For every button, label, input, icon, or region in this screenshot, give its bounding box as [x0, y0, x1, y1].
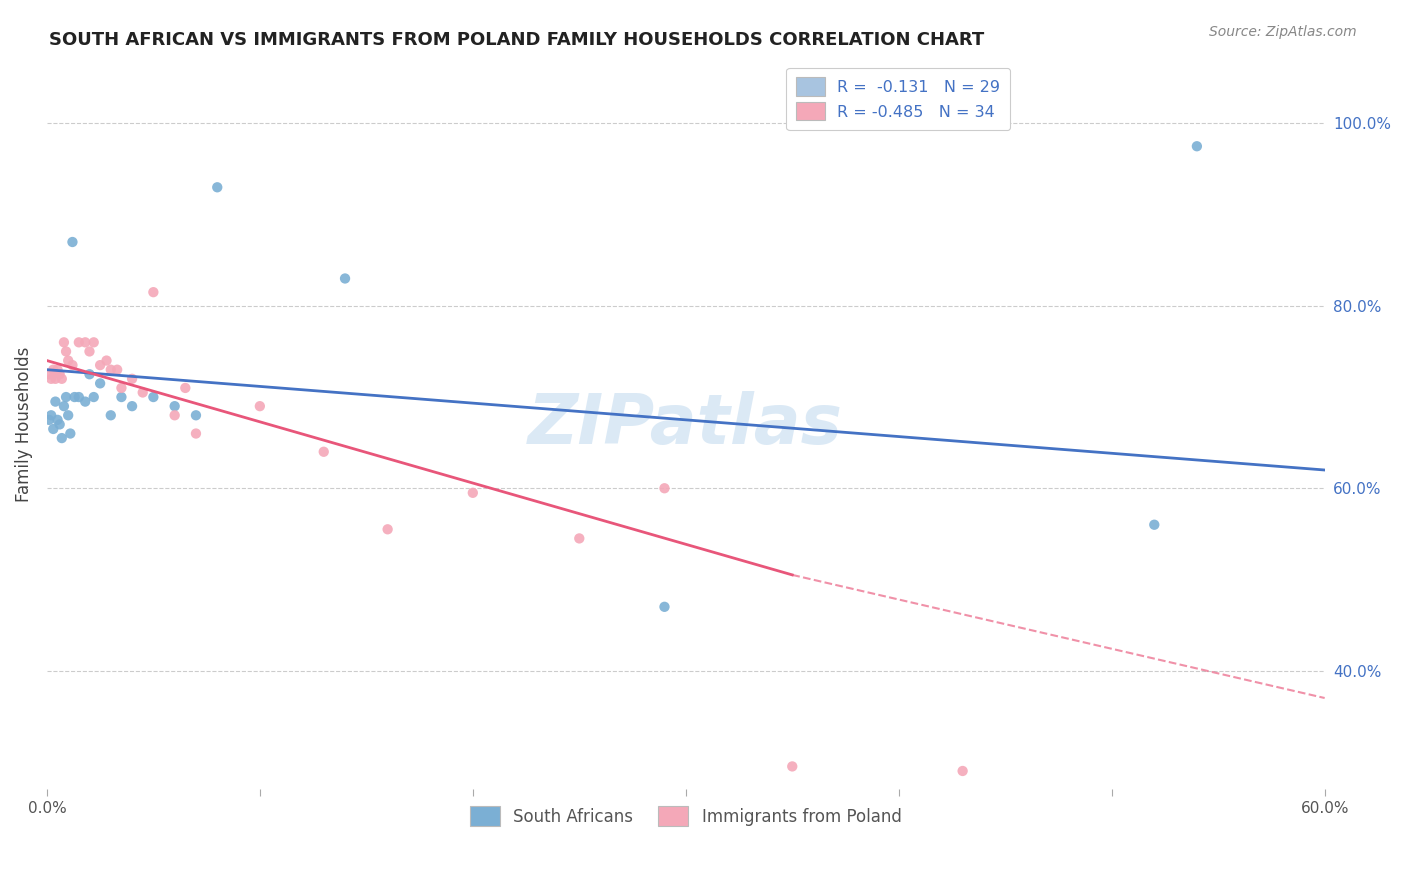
Point [51, 431, 73, 445]
Legend: South Africans, Immigrants from Poland: South Africans, Immigrants from Poland [460, 797, 911, 836]
Point [110, 381, 132, 395]
Point [46, 413, 69, 427]
Text: ZIPatlas: ZIPatlas [529, 391, 844, 458]
Point [654, 481, 676, 495]
Point [142, 390, 165, 404]
Point [38, 368, 60, 382]
Point [207, 180, 229, 194]
Point [121, 372, 143, 386]
Point [96, 353, 118, 368]
Point [62, 235, 84, 249]
Point [105, 362, 128, 376]
Point [52, 399, 75, 413]
Point [163, 399, 186, 413]
Text: SOUTH AFRICAN VS IMMIGRANTS FROM POLAND FAMILY HOUSEHOLDS CORRELATION CHART: SOUTH AFRICAN VS IMMIGRANTS FROM POLAND … [49, 31, 984, 49]
Point [110, 390, 132, 404]
Point [51, 372, 73, 386]
Y-axis label: Family Households: Family Households [15, 347, 32, 502]
Point [312, 444, 335, 458]
Point [132, 385, 155, 400]
Point [249, 399, 271, 413]
Point [83, 390, 105, 404]
Point [100, 409, 122, 423]
Point [67, 390, 90, 404]
Point [121, 399, 143, 413]
Point [184, 426, 207, 441]
Point [461, 485, 484, 500]
Point [55, 344, 77, 359]
Text: Source: ZipAtlas.com: Source: ZipAtlas.com [1209, 25, 1357, 39]
Point [780, 759, 803, 773]
Point [89, 358, 111, 372]
Point [184, 409, 207, 423]
Point [163, 409, 186, 423]
Point [52, 335, 75, 350]
Point [142, 285, 165, 300]
Point [83, 335, 105, 350]
Point [55, 390, 77, 404]
Point [333, 271, 356, 285]
Point [56, 409, 79, 423]
Point [39, 372, 62, 386]
Point [377, 522, 399, 536]
Point [568, 532, 591, 546]
Point [39, 409, 62, 423]
Point [56, 353, 79, 368]
Point [75, 394, 97, 409]
Point [79, 368, 101, 382]
Point [1143, 517, 1166, 532]
Point [48, 417, 70, 432]
Point [44, 394, 66, 409]
Point [42, 422, 65, 436]
Point [38, 413, 60, 427]
Point [100, 362, 122, 376]
Point [79, 344, 101, 359]
Point [48, 368, 70, 382]
Point [62, 358, 84, 372]
Point [46, 362, 69, 376]
Point [654, 599, 676, 614]
Point [75, 335, 97, 350]
Point [42, 362, 65, 376]
Point [89, 376, 111, 391]
Point [952, 764, 974, 778]
Point [59, 426, 82, 441]
Point [67, 335, 90, 350]
Point [44, 372, 66, 386]
Point [63, 390, 86, 404]
Point [1185, 139, 1208, 153]
Point [174, 381, 197, 395]
